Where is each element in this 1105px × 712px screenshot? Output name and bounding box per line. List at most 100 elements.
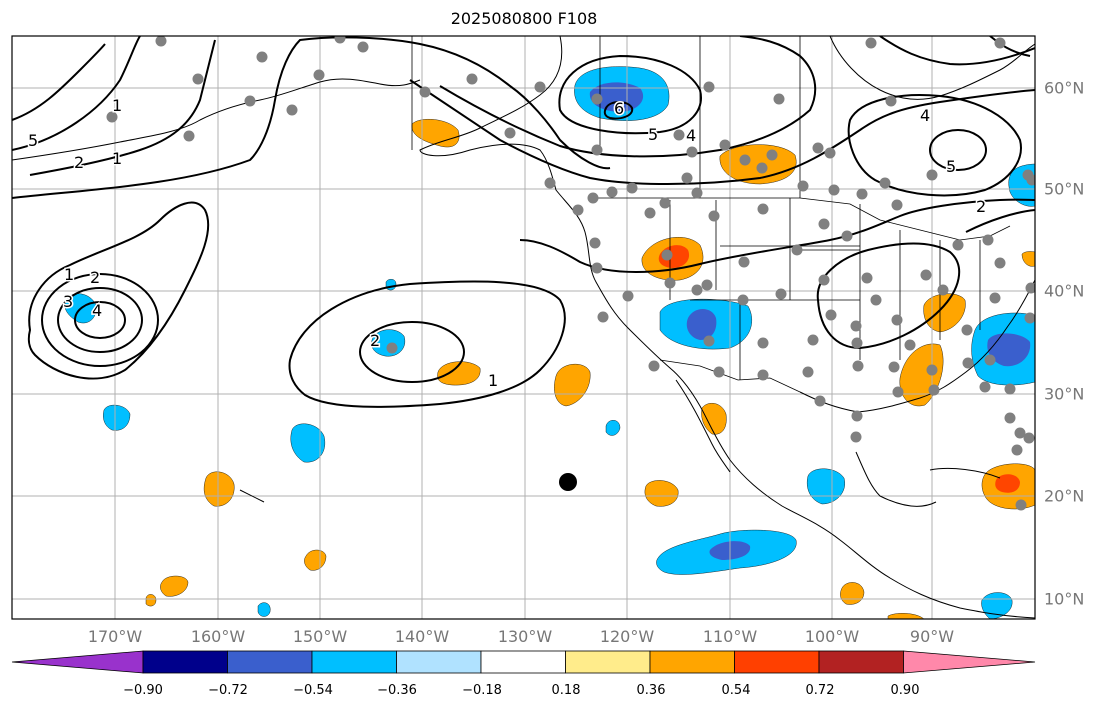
station-dot (661, 249, 673, 261)
station-dot (739, 154, 751, 166)
lat-label: 10°N (1044, 589, 1085, 609)
station-dot (879, 177, 891, 189)
station-dot (892, 386, 904, 398)
lon-label: 150°W (292, 627, 348, 646)
station-dot (589, 237, 601, 249)
station-dot (626, 182, 638, 194)
station-dot (850, 431, 862, 443)
station-dot (1011, 444, 1023, 456)
colorbar-swatch (142, 650, 228, 674)
contour-label: 2 (370, 331, 380, 350)
station-dot (686, 146, 698, 158)
station-dot (766, 149, 778, 161)
anomaly-region-140w (437, 361, 481, 386)
station-dot (419, 86, 431, 98)
station-dot (979, 381, 991, 393)
station-dot (937, 284, 949, 296)
coastlines (12, 36, 1035, 619)
anomaly-core-caribbean (995, 474, 1020, 493)
station-dot (850, 320, 862, 332)
colorbar-label: −0.90 (123, 683, 163, 698)
contour-alaska-2 (29, 39, 216, 176)
lat-label: 20°N (1044, 486, 1085, 506)
station-dot (622, 290, 634, 302)
colorbar-label: −0.54 (293, 683, 333, 698)
colorbar-swatch (903, 650, 1036, 674)
contour-label: 4 (920, 106, 930, 125)
station-dot (713, 366, 725, 378)
station-dot (818, 274, 830, 286)
station-dot (659, 197, 671, 209)
anomaly-core-southwest (686, 309, 717, 340)
map-frame (11, 35, 1036, 620)
colorbar (11, 650, 1036, 674)
station-dot (962, 357, 974, 369)
anomaly-region-mexico (701, 403, 727, 435)
colorbar-swatch (565, 650, 651, 674)
station-dot (681, 172, 693, 184)
station-dot (888, 361, 900, 373)
station-dot (544, 177, 556, 189)
station-dot (861, 272, 873, 284)
contour-label: 1 (488, 371, 498, 390)
anomaly-region-small-3 (605, 420, 621, 436)
contour-label: 5 (28, 131, 38, 150)
station-dot (466, 73, 478, 85)
contour-140w-outer (288, 280, 566, 408)
contour-canada-4 (439, 36, 817, 158)
contour-canada-5 (558, 54, 702, 135)
station-dot (904, 339, 916, 351)
contour-canada-6 (603, 101, 634, 120)
station-dot (334, 36, 346, 44)
station-dot (870, 294, 882, 306)
colorbar-label: 0.54 (721, 683, 751, 698)
colorbar-swatch (227, 650, 313, 674)
contour-labels: 1 2 3 4 5 6 1 2 4 5 4 5 2 2 1 1 (27, 95, 988, 392)
station-dot (591, 93, 603, 105)
map-area: 1 2 3 4 5 6 1 2 4 5 4 5 2 2 1 1 (12, 36, 1035, 619)
anomaly-region-160w-south (160, 575, 189, 597)
station-dot (851, 337, 863, 349)
station-dot (775, 288, 787, 300)
contour-label: 5 (946, 157, 956, 176)
lon-label: 110°W (702, 627, 758, 646)
station-dot (1004, 412, 1016, 424)
lon-label: 120°W (599, 627, 655, 646)
station-dot (994, 257, 1006, 269)
border-us-canada (590, 197, 1011, 241)
contour-label: 2 (74, 153, 84, 172)
anomaly-core-se-coast (987, 333, 1031, 367)
station-dot (926, 364, 938, 376)
contour-canada-top-5 (879, 36, 1035, 66)
station-dot (597, 311, 609, 323)
contour-140w-inner (359, 321, 465, 383)
station-dot (885, 95, 897, 107)
lon-label: 140°W (394, 627, 450, 646)
colorbar-label: 0.36 (636, 683, 666, 698)
station-dot (591, 144, 603, 156)
lon-label: 170°W (87, 627, 143, 646)
contour-label: 2 (976, 197, 986, 216)
colorbar-swatch (649, 650, 735, 674)
anomaly-region-small-4 (385, 279, 397, 291)
station-dot (1024, 312, 1035, 324)
station-dot (155, 36, 167, 47)
station-dot (1004, 383, 1016, 395)
station-dot (192, 73, 204, 85)
station-dot (812, 142, 824, 154)
border-us-mexico (659, 359, 801, 393)
station-dot (1014, 427, 1026, 439)
anomaly-region-hawaii (203, 471, 235, 507)
station-dot (673, 129, 685, 141)
colorbar-label: −0.36 (377, 683, 417, 698)
anomaly-region-small-1 (145, 594, 157, 607)
station-dot (286, 104, 298, 116)
contour-label: 4 (92, 301, 102, 320)
station-dot (756, 162, 768, 174)
station-dot (244, 95, 256, 107)
anomaly-region-small-5 (887, 613, 925, 619)
station-dot (738, 256, 750, 268)
colorbar-swatch (480, 650, 566, 674)
contour-label: 6 (614, 99, 624, 118)
contour-canada-top-6 (989, 36, 1031, 57)
